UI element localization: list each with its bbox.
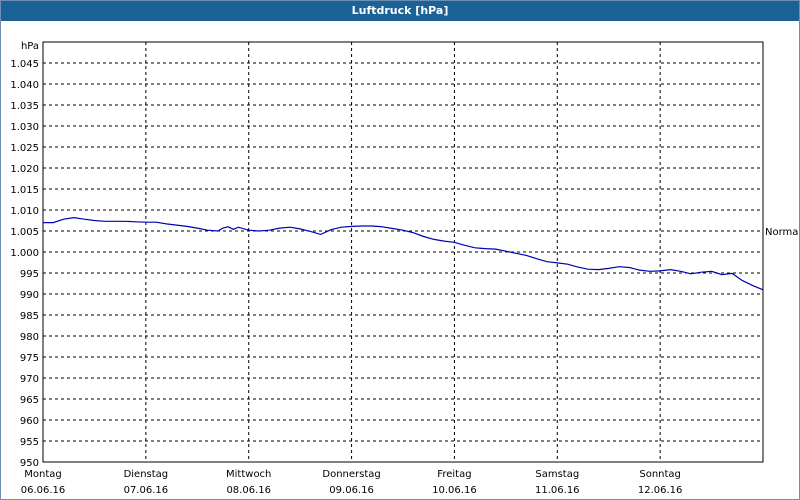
y-tick-label: 980 bbox=[20, 332, 39, 343]
chart-title: Luftdruck [hPa] bbox=[1, 1, 799, 21]
x-tick-date: 09.06.16 bbox=[329, 485, 374, 496]
y-tick-label: 950 bbox=[20, 458, 39, 469]
y-tick-label: 960 bbox=[20, 416, 39, 427]
y-tick-label: 985 bbox=[20, 311, 39, 322]
plot-frame bbox=[42, 41, 764, 463]
x-tick-date: 06.06.16 bbox=[21, 485, 66, 496]
reference-label: Normal bbox=[765, 227, 799, 238]
y-tick-label: 990 bbox=[20, 290, 39, 301]
pressure-line bbox=[43, 216, 764, 291]
pressure-chart: 950 955 960 965 970 975 980 985 990 995 1.000 1.005… bbox=[10, 41, 799, 496]
y-tick-label: 1.005 bbox=[10, 227, 39, 238]
y-axis-label: hPa bbox=[21, 41, 39, 52]
x-tick-day: Montag bbox=[24, 469, 61, 480]
x-tick-day: Samstag bbox=[535, 469, 579, 480]
y-tick-label: 1.030 bbox=[10, 122, 39, 133]
y-tick-label: 1.040 bbox=[10, 80, 39, 91]
x-tick-day: Dienstag bbox=[124, 469, 169, 480]
y-tick-label: 975 bbox=[20, 353, 39, 364]
x-tick-date: 11.06.16 bbox=[535, 485, 580, 496]
y-tick-label: 1.020 bbox=[10, 164, 39, 175]
y-tick-label: 1.015 bbox=[10, 185, 39, 196]
y-tick-label: 955 bbox=[20, 437, 39, 448]
x-tick-date: 07.06.16 bbox=[124, 485, 169, 496]
x-tick-date: 12.06.16 bbox=[638, 485, 683, 496]
x-tick-date: 10.06.16 bbox=[432, 485, 477, 496]
y-tick-label: 1.025 bbox=[10, 143, 39, 154]
x-tick-day: Freitag bbox=[437, 469, 471, 480]
y-tick-label: 1.035 bbox=[10, 101, 39, 112]
x-tick-date: 08.06.16 bbox=[226, 485, 271, 496]
y-tick-label: 1.000 bbox=[10, 248, 39, 259]
y-tick-label: 995 bbox=[20, 269, 39, 280]
x-tick-day: Mittwoch bbox=[226, 469, 271, 480]
y-tick-label: 1.045 bbox=[10, 59, 39, 70]
y-tick-label: 965 bbox=[20, 395, 39, 406]
x-tick-day: Donnerstag bbox=[322, 469, 380, 480]
x-tick-day: Sonntag bbox=[639, 469, 681, 480]
y-tick-label: 1.010 bbox=[10, 206, 39, 217]
y-tick-label: 970 bbox=[20, 374, 39, 385]
